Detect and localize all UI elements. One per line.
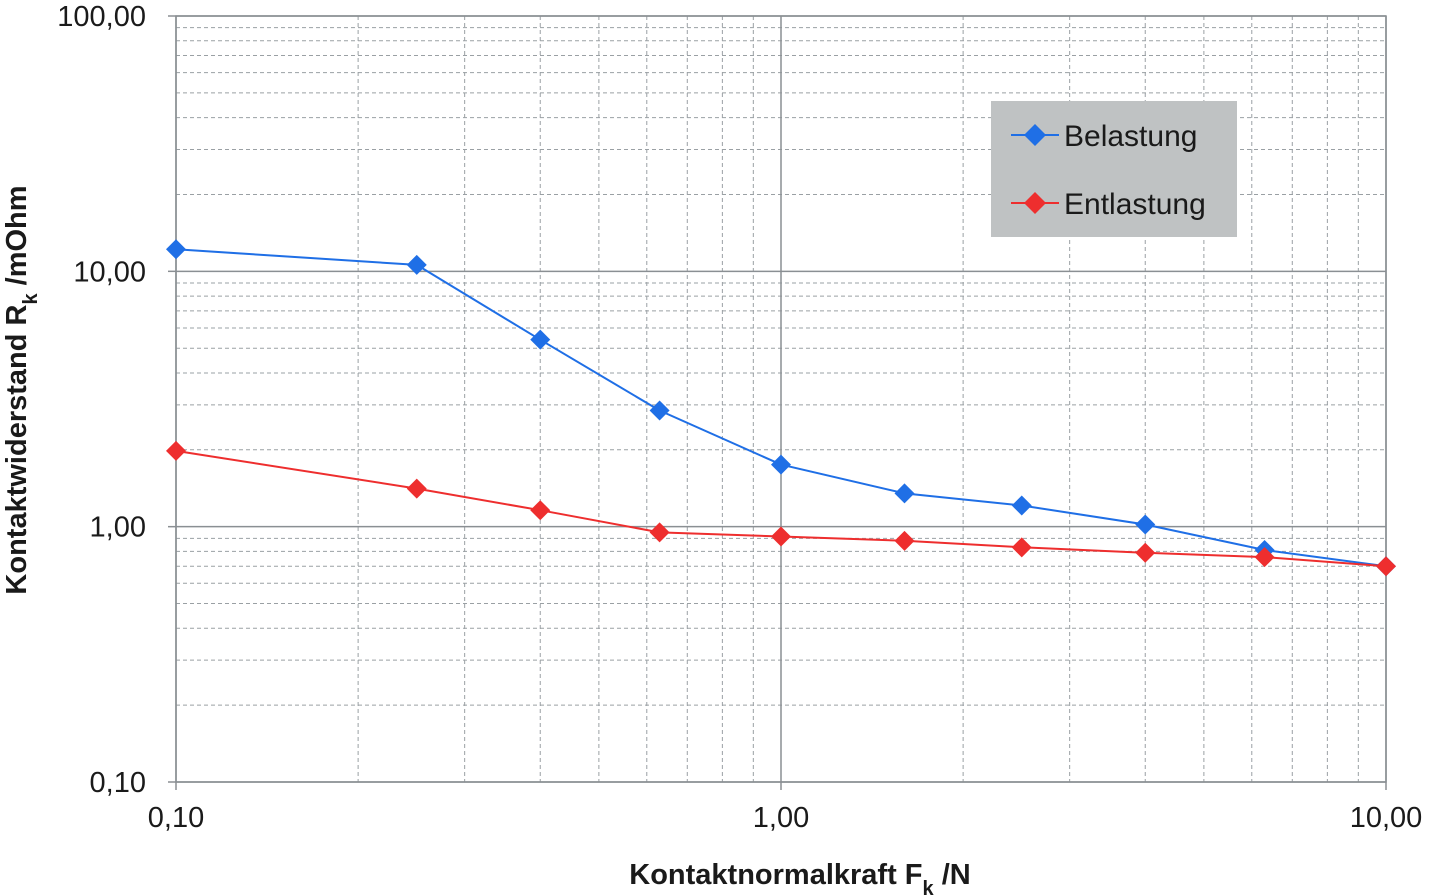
series-entlastung: [166, 440, 1396, 577]
x-axis-title-subscript: k: [923, 878, 935, 895]
y-axis-ticks: 0,10 1,00 10,00 100,00: [57, 1, 176, 799]
x-tick-label: 1,00: [753, 802, 809, 834]
legend-marker-entlastung: [1024, 192, 1046, 214]
data-point-entlastung: [1135, 542, 1156, 563]
y-tick-label: 100,00: [57, 1, 146, 33]
x-axis-title-unit: /N: [934, 859, 971, 891]
series-belastung: [166, 239, 1396, 577]
data-point-entlastung: [406, 478, 427, 499]
data-point-entlastung: [1011, 537, 1032, 558]
x-axis-title-main: Kontaktnormalkraft F: [629, 859, 922, 891]
y-axis-title-main: Kontaktwiderstand R: [1, 304, 33, 594]
y-axis-title: Kontaktwiderstand Rk /mOhm: [1, 185, 42, 594]
legend: Belastung Entlastung: [991, 101, 1237, 237]
data-point-belastung: [649, 400, 670, 421]
data-point-belastung: [771, 454, 791, 475]
legend-label-entlastung: Entlastung: [1064, 188, 1206, 221]
x-tick-label: 10,00: [1350, 802, 1423, 834]
data-point-belastung: [406, 254, 427, 275]
data-point-entlastung: [649, 522, 670, 543]
x-tick-label: 0,10: [148, 802, 204, 834]
data-point-belastung: [1011, 495, 1032, 516]
data-point-entlastung: [530, 500, 551, 521]
series-line-entlastung: [175, 449, 1387, 568]
x-axis-title: Kontaktnormalkraft Fk /N: [629, 859, 970, 895]
y-axis-title-unit: /mOhm: [1, 185, 33, 293]
y-tick-label: 0,10: [90, 767, 146, 799]
data-point-entlastung: [1376, 556, 1396, 577]
data-point-entlastung: [771, 526, 791, 547]
data-point-belastung: [166, 239, 186, 260]
series-group: [166, 239, 1396, 577]
legend-box: [991, 101, 1237, 237]
y-axis-title-subscript: k: [20, 293, 42, 305]
data-point-entlastung: [894, 530, 915, 551]
legend-label-belastung: Belastung: [1064, 120, 1197, 153]
data-point-entlastung: [1254, 547, 1275, 568]
data-point-belastung: [1135, 514, 1156, 535]
data-point-entlastung: [166, 440, 186, 461]
y-tick-label: 1,00: [90, 512, 146, 544]
x-axis-ticks: 0,10 1,00 10,00: [148, 782, 1423, 834]
data-point-belastung: [530, 329, 551, 350]
legend-marker-belastung: [1024, 124, 1046, 146]
series-line-belastung: [175, 248, 1387, 568]
y-tick-label: 10,00: [73, 256, 146, 288]
data-point-belastung: [894, 483, 915, 504]
